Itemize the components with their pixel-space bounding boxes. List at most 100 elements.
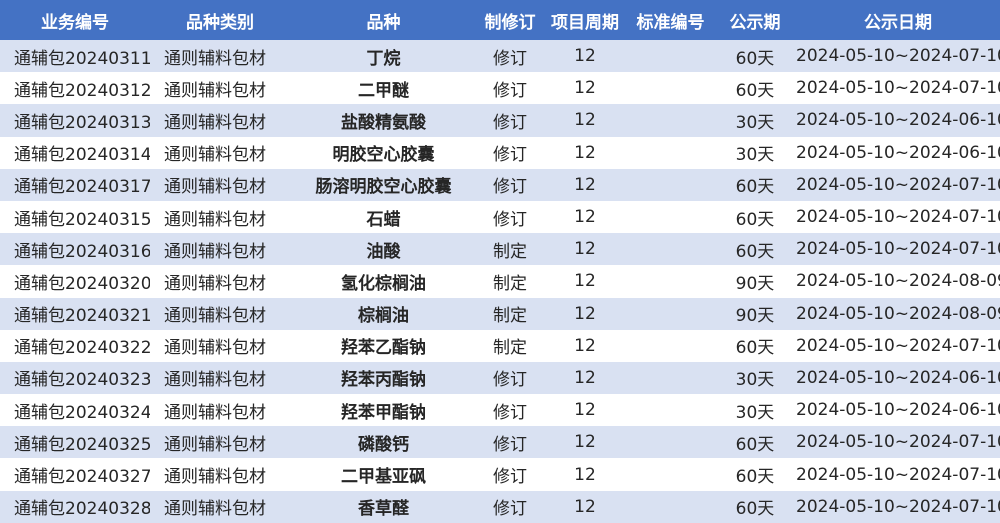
- cell-variety: 肠溶明胶空心胶囊: [315, 177, 452, 198]
- cell-variety: 丁烷: [366, 48, 401, 69]
- cell-publicity-period: 90天: [735, 306, 775, 327]
- cell-revision-type: 修订: [493, 370, 527, 391]
- cell-business-id: 通辅包20240315: [14, 209, 150, 230]
- cell-project-cycle: 12: [574, 78, 596, 99]
- cell-publicity-period: 60天: [735, 177, 775, 198]
- cell-variety: 磷酸钙: [358, 434, 409, 455]
- cell-publicity-period: 60天: [735, 48, 775, 69]
- cell-publicity-period: 60天: [735, 499, 775, 520]
- cell-revision-type: 修订: [493, 434, 527, 455]
- cell-project-cycle: 12: [574, 271, 596, 292]
- cell-business-id: 通辅包20240313: [14, 112, 150, 133]
- table-row: 通辅包20240317 通则辅料包材 肠溶明胶空心胶囊 修订 12 60天 2024-05-…: [0, 168, 1000, 201]
- cell-project-cycle: 12: [574, 303, 596, 324]
- header-publicity-date: 公示日期: [864, 12, 932, 33]
- cell-project-cycle: 12: [574, 464, 596, 485]
- header-category: 品种类别: [186, 12, 254, 33]
- cell-publicity-date: 2024-05-10~2024-07-10: [796, 464, 1000, 485]
- cell-revision-type: 修订: [493, 80, 527, 101]
- cell-project-cycle: 12: [574, 239, 596, 260]
- cell-revision-type: 修订: [493, 177, 527, 198]
- cell-standard-number: [627, 298, 714, 330]
- cell-variety: 石蜡: [366, 209, 401, 230]
- cell-publicity-period: 60天: [735, 241, 775, 262]
- cell-variety: 二甲醚: [358, 80, 409, 101]
- cell-business-id: 通辅包20240311: [14, 48, 150, 69]
- cell-revision-type: 修订: [493, 209, 527, 230]
- cell-business-id: 通辅包20240328: [14, 499, 150, 520]
- cell-publicity-date: 2024-05-10~2024-06-10: [796, 110, 1000, 131]
- cell-publicity-date: 2024-05-10~2024-06-10: [796, 400, 1000, 421]
- cell-project-cycle: 12: [574, 110, 596, 131]
- cell-project-cycle: 12: [574, 174, 596, 195]
- cell-category: 通则辅料包材: [164, 499, 266, 520]
- cell-publicity-period: 30天: [735, 370, 775, 391]
- cell-standard-number: [627, 330, 714, 362]
- cell-publicity-period: 90天: [735, 273, 775, 294]
- cell-category: 通则辅料包材: [164, 273, 266, 294]
- cell-publicity-date: 2024-05-10~2024-06-10: [796, 142, 1000, 163]
- table-row: 通辅包20240328 通则辅料包材 香草醛 修订 12 60天 2024-05-10~20…: [0, 490, 1000, 523]
- cell-revision-type: 制定: [493, 338, 527, 359]
- cell-business-id: 通辅包20240312: [14, 80, 150, 101]
- cell-category: 通则辅料包材: [164, 370, 266, 391]
- cell-publicity-date: 2024-05-10~2024-07-10: [796, 46, 1000, 67]
- cell-category: 通则辅料包材: [164, 434, 266, 455]
- table-row: 通辅包20240323 通则辅料包材 羟苯丙酯钠 修订 12 30天 2024-05-10~…: [0, 361, 1000, 395]
- cell-publicity-date: 2024-05-10~2024-08-09: [796, 271, 1000, 292]
- cell-standard-number: [627, 491, 714, 523]
- table-row: 通辅包20240312 通则辅料包材 二甲醚 修订 12 60天 2024-05-10~20…: [0, 72, 1000, 105]
- cell-category: 通则辅料包材: [164, 241, 266, 262]
- cell-category: 通则辅料包材: [164, 48, 266, 69]
- cell-project-cycle: 12: [574, 367, 596, 388]
- cell-publicity-period: 60天: [735, 338, 775, 359]
- cell-variety: 氢化棕榈油: [341, 273, 426, 294]
- cell-business-id: 通辅包20240316: [14, 241, 150, 262]
- cell-business-id: 通辅包20240327: [14, 467, 150, 488]
- cell-publicity-date: 2024-05-10~2024-07-10: [796, 174, 1000, 195]
- cell-business-id: 通辅包20240314: [14, 145, 150, 166]
- table-row: 通辅包20240320 通则辅料包材 氢化棕榈油 制定 12 90天 2024-05-10~…: [0, 265, 1000, 298]
- cell-variety: 二甲基亚砜: [341, 467, 426, 488]
- cell-revision-type: 修订: [493, 112, 527, 133]
- cell-publicity-period: 30天: [735, 145, 775, 166]
- cell-publicity-date: 2024-05-10~2024-07-10: [796, 335, 1000, 356]
- cell-project-cycle: 12: [574, 496, 596, 517]
- cell-revision-type: 修订: [493, 402, 527, 423]
- cell-category: 通则辅料包材: [164, 467, 266, 488]
- cell-variety: 盐酸精氨酸: [341, 112, 426, 133]
- header-project-cycle: 项目周期: [551, 12, 619, 33]
- cell-publicity-period: 60天: [735, 434, 775, 455]
- cell-category: 通则辅料包材: [164, 402, 266, 423]
- cell-standard-number: [627, 104, 714, 136]
- cell-business-id: 通辅包20240324: [14, 402, 150, 423]
- cell-revision-type: 修订: [493, 48, 527, 69]
- cell-project-cycle: 12: [574, 142, 596, 163]
- cell-variety: 油酸: [366, 241, 401, 262]
- header-row: 业务编号 品种类别 品种 制修订 项目周期 标准编号 公示期 公示日期: [0, 0, 1000, 40]
- cell-project-cycle: 12: [574, 400, 596, 421]
- cell-category: 通则辅料包材: [164, 80, 266, 101]
- cell-category: 通则辅料包材: [164, 145, 266, 166]
- cell-business-id: 通辅包20240321: [14, 306, 150, 327]
- header-publicity-period: 公示期: [729, 12, 781, 33]
- table-body: 通辅包20240311 通则辅料包材 丁烷 修订 12 60天 2024-05-10~202…: [0, 40, 1000, 523]
- cell-business-id: 通辅包20240325: [14, 434, 150, 455]
- cell-publicity-period: 60天: [735, 209, 775, 230]
- cell-category: 通则辅料包材: [164, 306, 266, 327]
- cell-revision-type: 制定: [493, 241, 527, 262]
- cell-standard-number: [627, 201, 714, 233]
- cell-standard-number: [627, 137, 714, 169]
- cell-publicity-date: 2024-05-10~2024-07-10: [796, 207, 1000, 228]
- cell-variety: 羟苯乙酯钠: [341, 338, 426, 359]
- cell-variety: 棕榈油: [358, 306, 409, 327]
- cell-publicity-date: 2024-05-10~2024-07-10: [796, 496, 1000, 517]
- cell-revision-type: 修订: [493, 499, 527, 520]
- cell-standard-number: [627, 458, 714, 490]
- table-row: 通辅包20240325 通则辅料包材 磷酸钙 修订 12 60天 2024-05-10~20…: [0, 426, 1000, 459]
- cell-category: 通则辅料包材: [164, 112, 266, 133]
- cell-standard-number: [627, 40, 714, 72]
- cell-publicity-date: 2024-05-10~2024-07-10: [796, 78, 1000, 99]
- cell-revision-type: 修订: [493, 467, 527, 488]
